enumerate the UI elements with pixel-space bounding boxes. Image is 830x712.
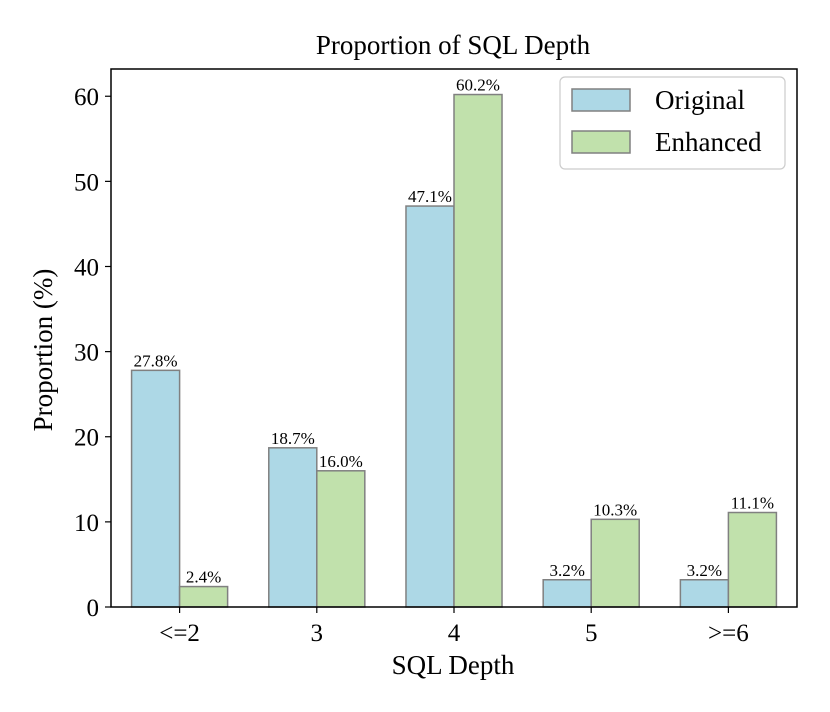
data-label: 3.2% — [687, 561, 722, 580]
y-tick-label: 0 — [87, 595, 100, 622]
x-axis-label: SQL Depth — [392, 650, 515, 680]
y-tick-label: 30 — [74, 340, 99, 367]
x-tick-label: 5 — [585, 620, 598, 647]
bar-enhanced — [453, 93, 503, 608]
legend-label-original: Original — [655, 85, 745, 115]
x-tick-label: >=6 — [708, 620, 749, 647]
bar-enhanced — [316, 470, 366, 608]
bar-original — [405, 205, 455, 608]
data-label: 47.1% — [408, 187, 452, 206]
legend-swatch-enhanced — [571, 130, 631, 154]
bar-original — [679, 579, 730, 608]
chart-title: Proportion of SQL Depth — [316, 30, 591, 60]
y-tick-label: 50 — [74, 169, 99, 196]
data-label: 27.8% — [134, 351, 178, 370]
y-tick-label: 10 — [74, 510, 99, 537]
legend-swatch-original — [571, 88, 631, 112]
bar-original — [542, 579, 592, 608]
data-label: 2.4% — [186, 568, 221, 587]
bar-original — [130, 369, 181, 608]
data-labels-group: 27.8% 2.4% 18.7%16.0% 47.1% 60.2% 3.2% 10.3% 3.… — [134, 76, 774, 587]
bar-enhanced — [727, 511, 778, 608]
data-label: 11.1% — [731, 494, 774, 513]
bars-group — [130, 93, 778, 608]
data-label: 10.3% — [593, 500, 637, 519]
y-tick-label: 60 — [74, 84, 99, 111]
y-axis: 0 10 20 30 40 50 60 — [74, 84, 111, 622]
y-axis-label: Proportion (%) — [28, 269, 58, 432]
y-tick-label: 40 — [74, 254, 99, 281]
x-axis: <=2 3 4 5 >=6 — [159, 607, 749, 647]
data-label: 60.2% — [456, 76, 500, 95]
legend-label-enhanced: Enhanced — [655, 127, 762, 157]
x-tick-label: 4 — [448, 620, 461, 647]
data-label: 18.7% — [271, 429, 315, 448]
data-label: 16.0% — [319, 452, 363, 471]
plot-frame — [110, 68, 798, 608]
bar-original — [268, 447, 318, 608]
bar-enhanced — [590, 518, 640, 608]
data-label: 3.2% — [549, 561, 584, 580]
x-tick-label: <=2 — [159, 620, 200, 647]
y-tick-label: 20 — [74, 425, 99, 452]
legend: Original Enhanced — [559, 76, 786, 170]
bar-enhanced — [178, 585, 229, 608]
x-tick-label: 3 — [311, 620, 324, 647]
